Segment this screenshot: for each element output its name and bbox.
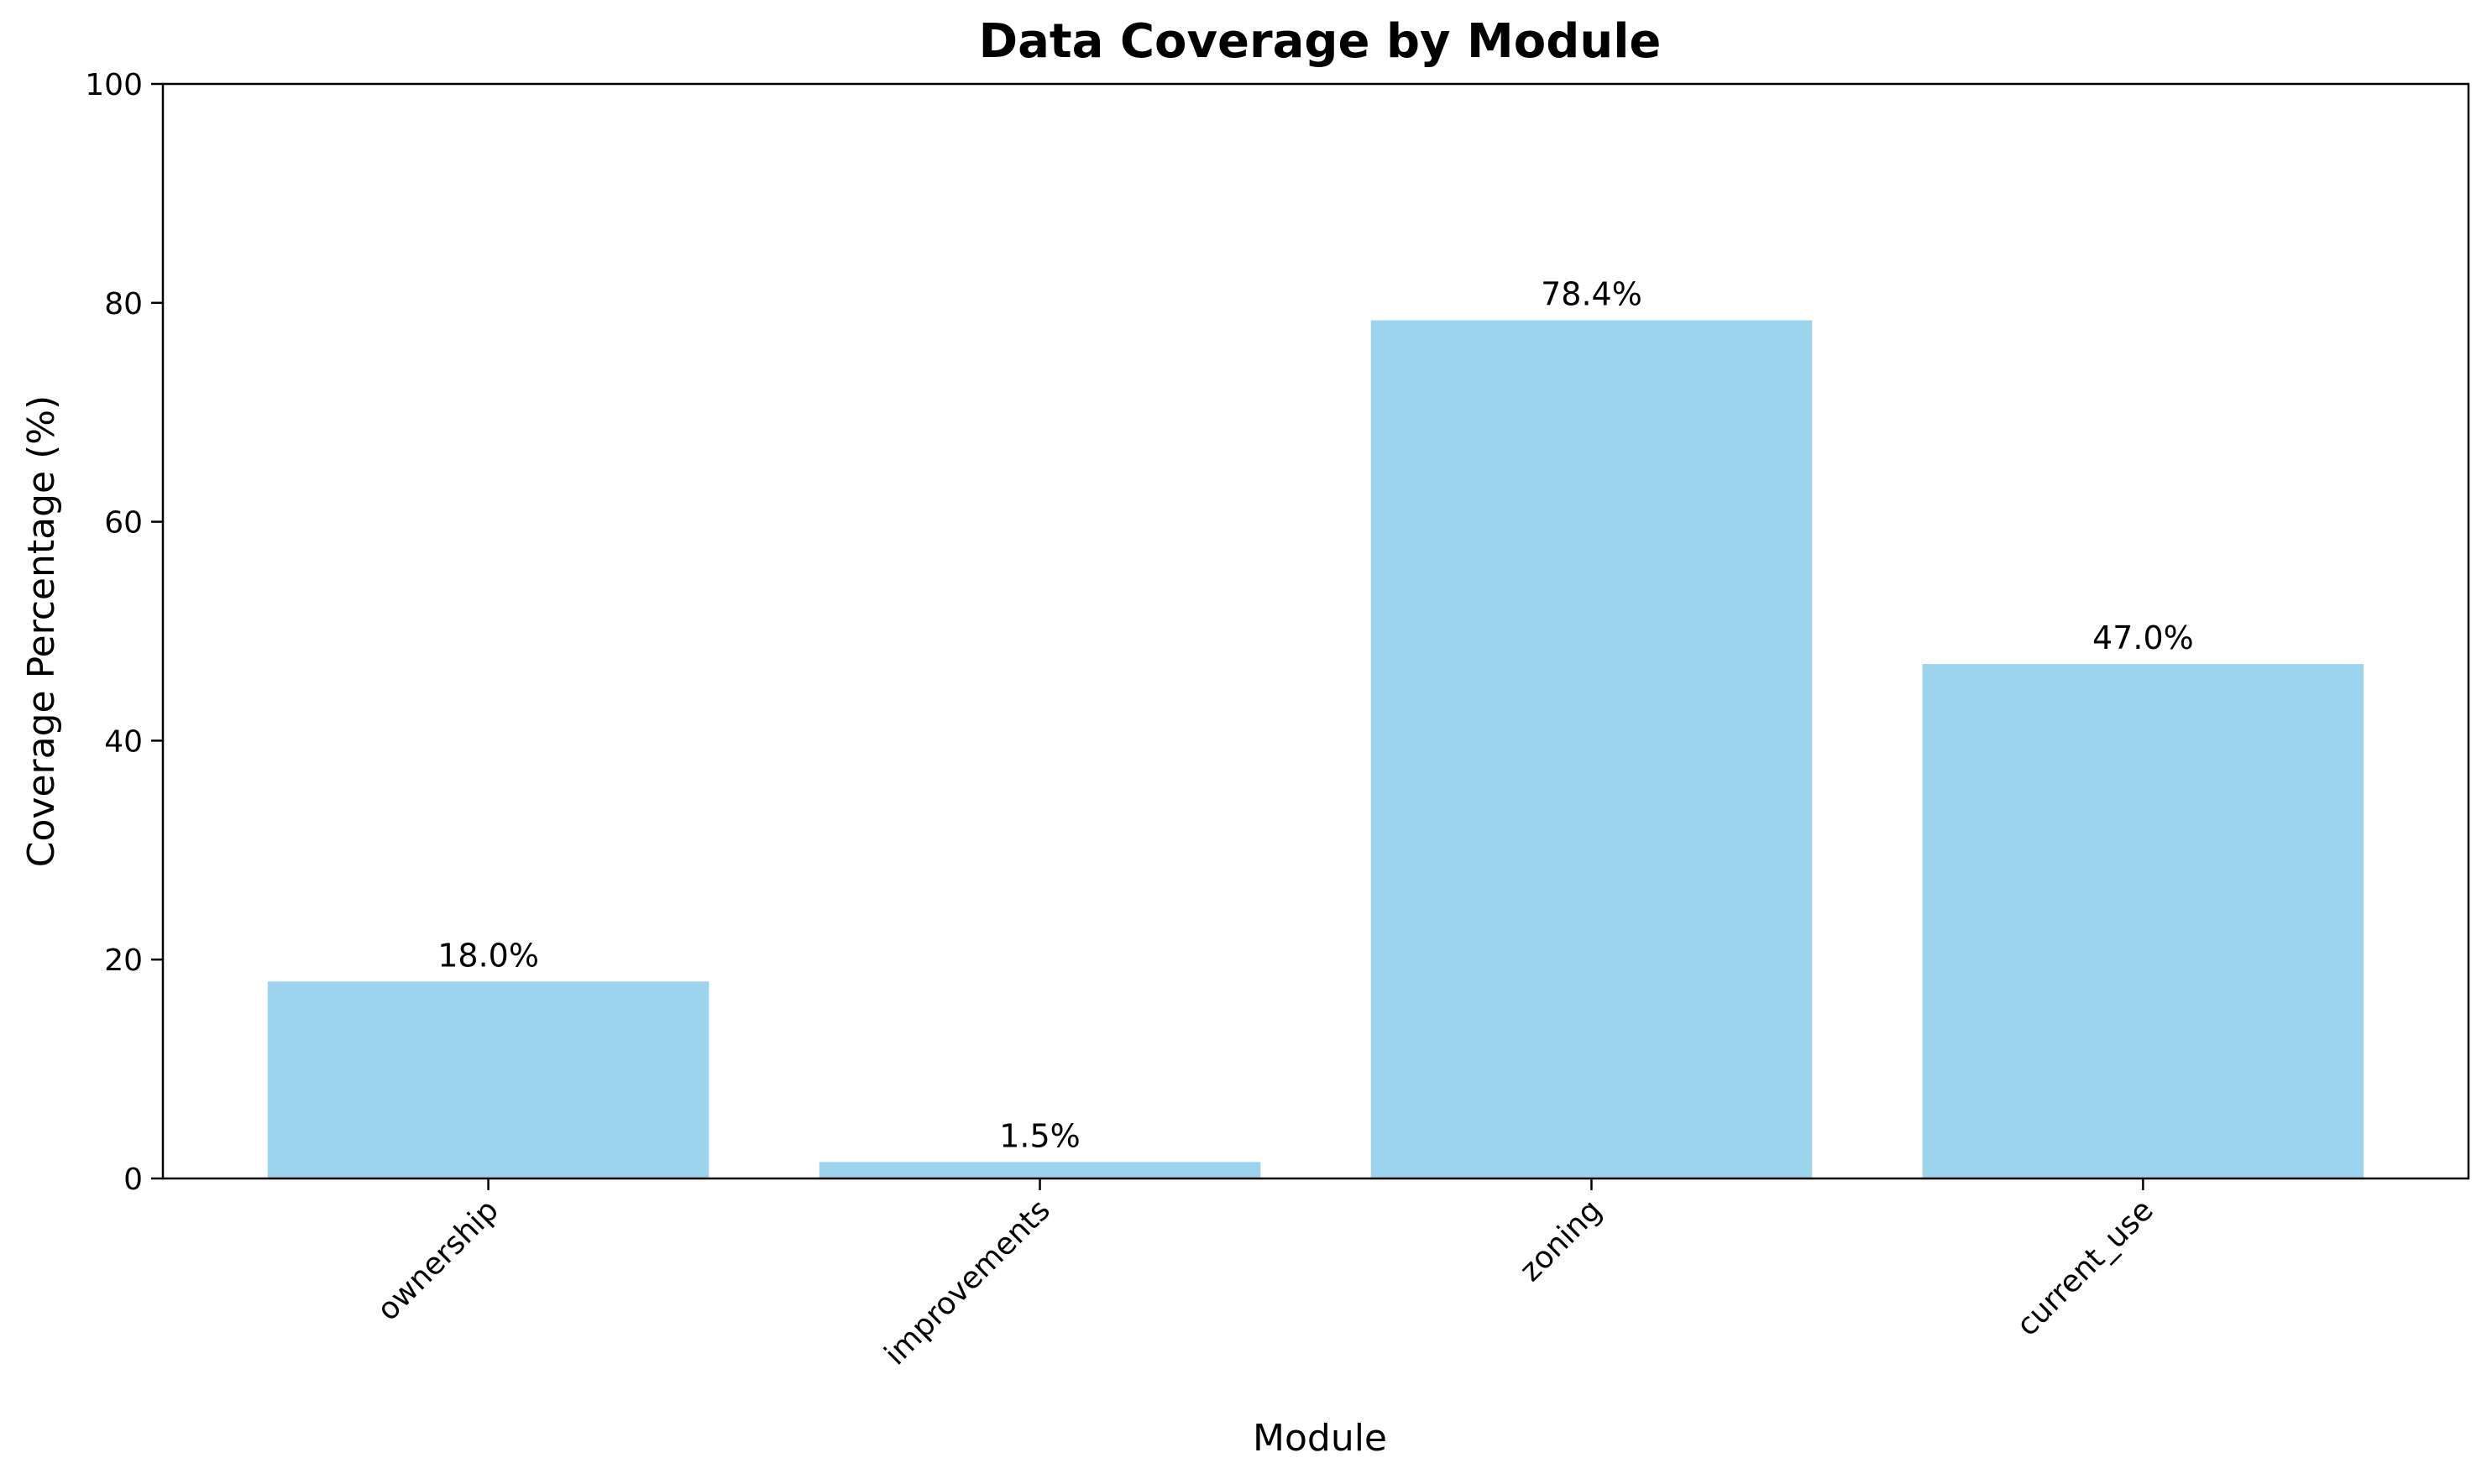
bar-current_use [1922,664,2364,1178]
bar-value-label-improvements: 1.5% [999,1117,1081,1154]
y-tick-label-100: 100 [85,68,143,102]
x-tick-label-improvements: improvements [878,1193,1057,1372]
x-axis: ownership improvements zoning current_use [371,1178,2160,1372]
bars-layer: 18.0% 1.5% 78.4% 47.0% [267,276,2364,1178]
x-tick-label-current_use: current_use [2010,1193,2160,1343]
y-tick-label-40: 40 [104,724,143,759]
bar-value-label-ownership: 18.0% [437,937,539,974]
bar-ownership [267,981,709,1178]
bar-value-label-current_use: 47.0% [2092,619,2194,656]
y-tick-label-60: 60 [104,506,143,541]
y-tick-label-0: 0 [123,1163,143,1197]
y-tick-label-80: 80 [104,287,143,321]
y-tick-label-20: 20 [104,943,143,978]
y-axis-label: Coverage Percentage (%) [20,395,63,867]
x-tick-label-zoning: zoning [1513,1193,1608,1288]
x-tick-label-ownership: ownership [371,1193,505,1327]
bar-zoning [1370,320,1813,1178]
chart-title: Data Coverage by Module [979,14,1662,69]
x-axis-label: Module [1253,1417,1387,1460]
bar-value-label-zoning: 78.4% [1541,276,1642,313]
bar-improvements [819,1162,1261,1178]
y-axis: 0 20 40 60 80 100 [85,68,163,1197]
plot-frame [161,82,2470,1180]
